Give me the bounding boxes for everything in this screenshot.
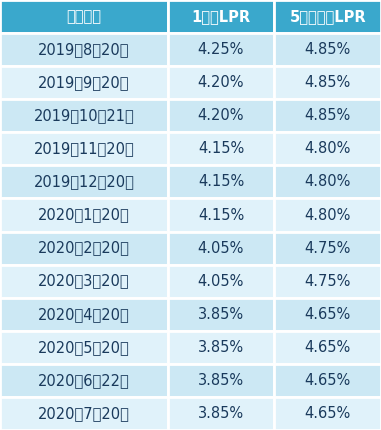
Text: 4.65%: 4.65% [304,307,351,322]
Text: 4.20%: 4.20% [198,75,244,90]
Bar [274,331,381,364]
Text: 2019年12月20日: 2019年12月20日 [34,175,134,190]
Text: 2020年1月20日: 2020年1月20日 [38,208,130,222]
Text: 4.15%: 4.15% [198,175,244,190]
Bar [274,66,381,99]
Bar [168,231,274,264]
Text: 1年期LPR: 1年期LPR [191,9,251,24]
Text: 2020年3月20日: 2020年3月20日 [38,273,130,289]
Text: 3.85%: 3.85% [198,340,244,355]
Text: 2020年7月20日: 2020年7月20日 [38,406,130,421]
Text: 4.65%: 4.65% [304,406,351,421]
Bar [168,33,274,66]
Bar [168,0,274,33]
Bar [168,66,274,99]
Bar [168,166,274,199]
Bar [0,66,168,99]
Text: 4.85%: 4.85% [304,75,351,90]
Text: 4.80%: 4.80% [304,141,351,157]
Text: 4.75%: 4.75% [304,240,351,255]
Bar [274,298,381,331]
Bar [168,264,274,298]
Bar [0,331,168,364]
Bar [168,397,274,430]
Text: 3.85%: 3.85% [198,307,244,322]
Bar [274,231,381,264]
Text: 4.80%: 4.80% [304,175,351,190]
Bar [274,199,381,231]
Text: 2019年10月21日: 2019年10月21日 [34,108,134,123]
Text: 4.25%: 4.25% [198,42,244,57]
Text: 2020年5月20日: 2020年5月20日 [38,340,130,355]
Bar [0,166,168,199]
Bar [168,199,274,231]
Text: 2019年8月20日: 2019年8月20日 [38,42,130,57]
Text: 4.15%: 4.15% [198,141,244,157]
Text: 4.15%: 4.15% [198,208,244,222]
Text: 4.20%: 4.20% [198,108,244,123]
Text: 公布日期: 公布日期 [66,9,101,24]
Text: 2020年6月22日: 2020年6月22日 [38,373,130,388]
Bar [0,397,168,430]
Text: 2020年4月20日: 2020年4月20日 [38,307,130,322]
Text: 4.85%: 4.85% [304,108,351,123]
Bar [274,33,381,66]
Bar [0,364,168,397]
Bar [168,298,274,331]
Bar [0,33,168,66]
Bar [0,132,168,166]
Bar [168,132,274,166]
Bar [274,132,381,166]
Bar [0,99,168,132]
Text: 4.05%: 4.05% [198,273,244,289]
Text: 4.05%: 4.05% [198,240,244,255]
Bar [0,0,168,33]
Text: 2019年9月20日: 2019年9月20日 [38,75,130,90]
Text: 5年期以上LPR: 5年期以上LPR [289,9,366,24]
Text: 4.80%: 4.80% [304,208,351,222]
Bar [274,397,381,430]
Text: 2019年11月20日: 2019年11月20日 [34,141,134,157]
Bar [0,199,168,231]
Text: 4.75%: 4.75% [304,273,351,289]
Bar [274,0,381,33]
Bar [274,99,381,132]
Bar [0,264,168,298]
Text: 3.85%: 3.85% [198,406,244,421]
Bar [168,331,274,364]
Text: 4.85%: 4.85% [304,42,351,57]
Text: 4.65%: 4.65% [304,373,351,388]
Bar [274,364,381,397]
Bar [0,298,168,331]
Bar [168,99,274,132]
Bar [0,231,168,264]
Text: 4.65%: 4.65% [304,340,351,355]
Bar [274,166,381,199]
Bar [274,264,381,298]
Text: 2020年2月20日: 2020年2月20日 [38,240,130,255]
Bar [168,364,274,397]
Text: 3.85%: 3.85% [198,373,244,388]
